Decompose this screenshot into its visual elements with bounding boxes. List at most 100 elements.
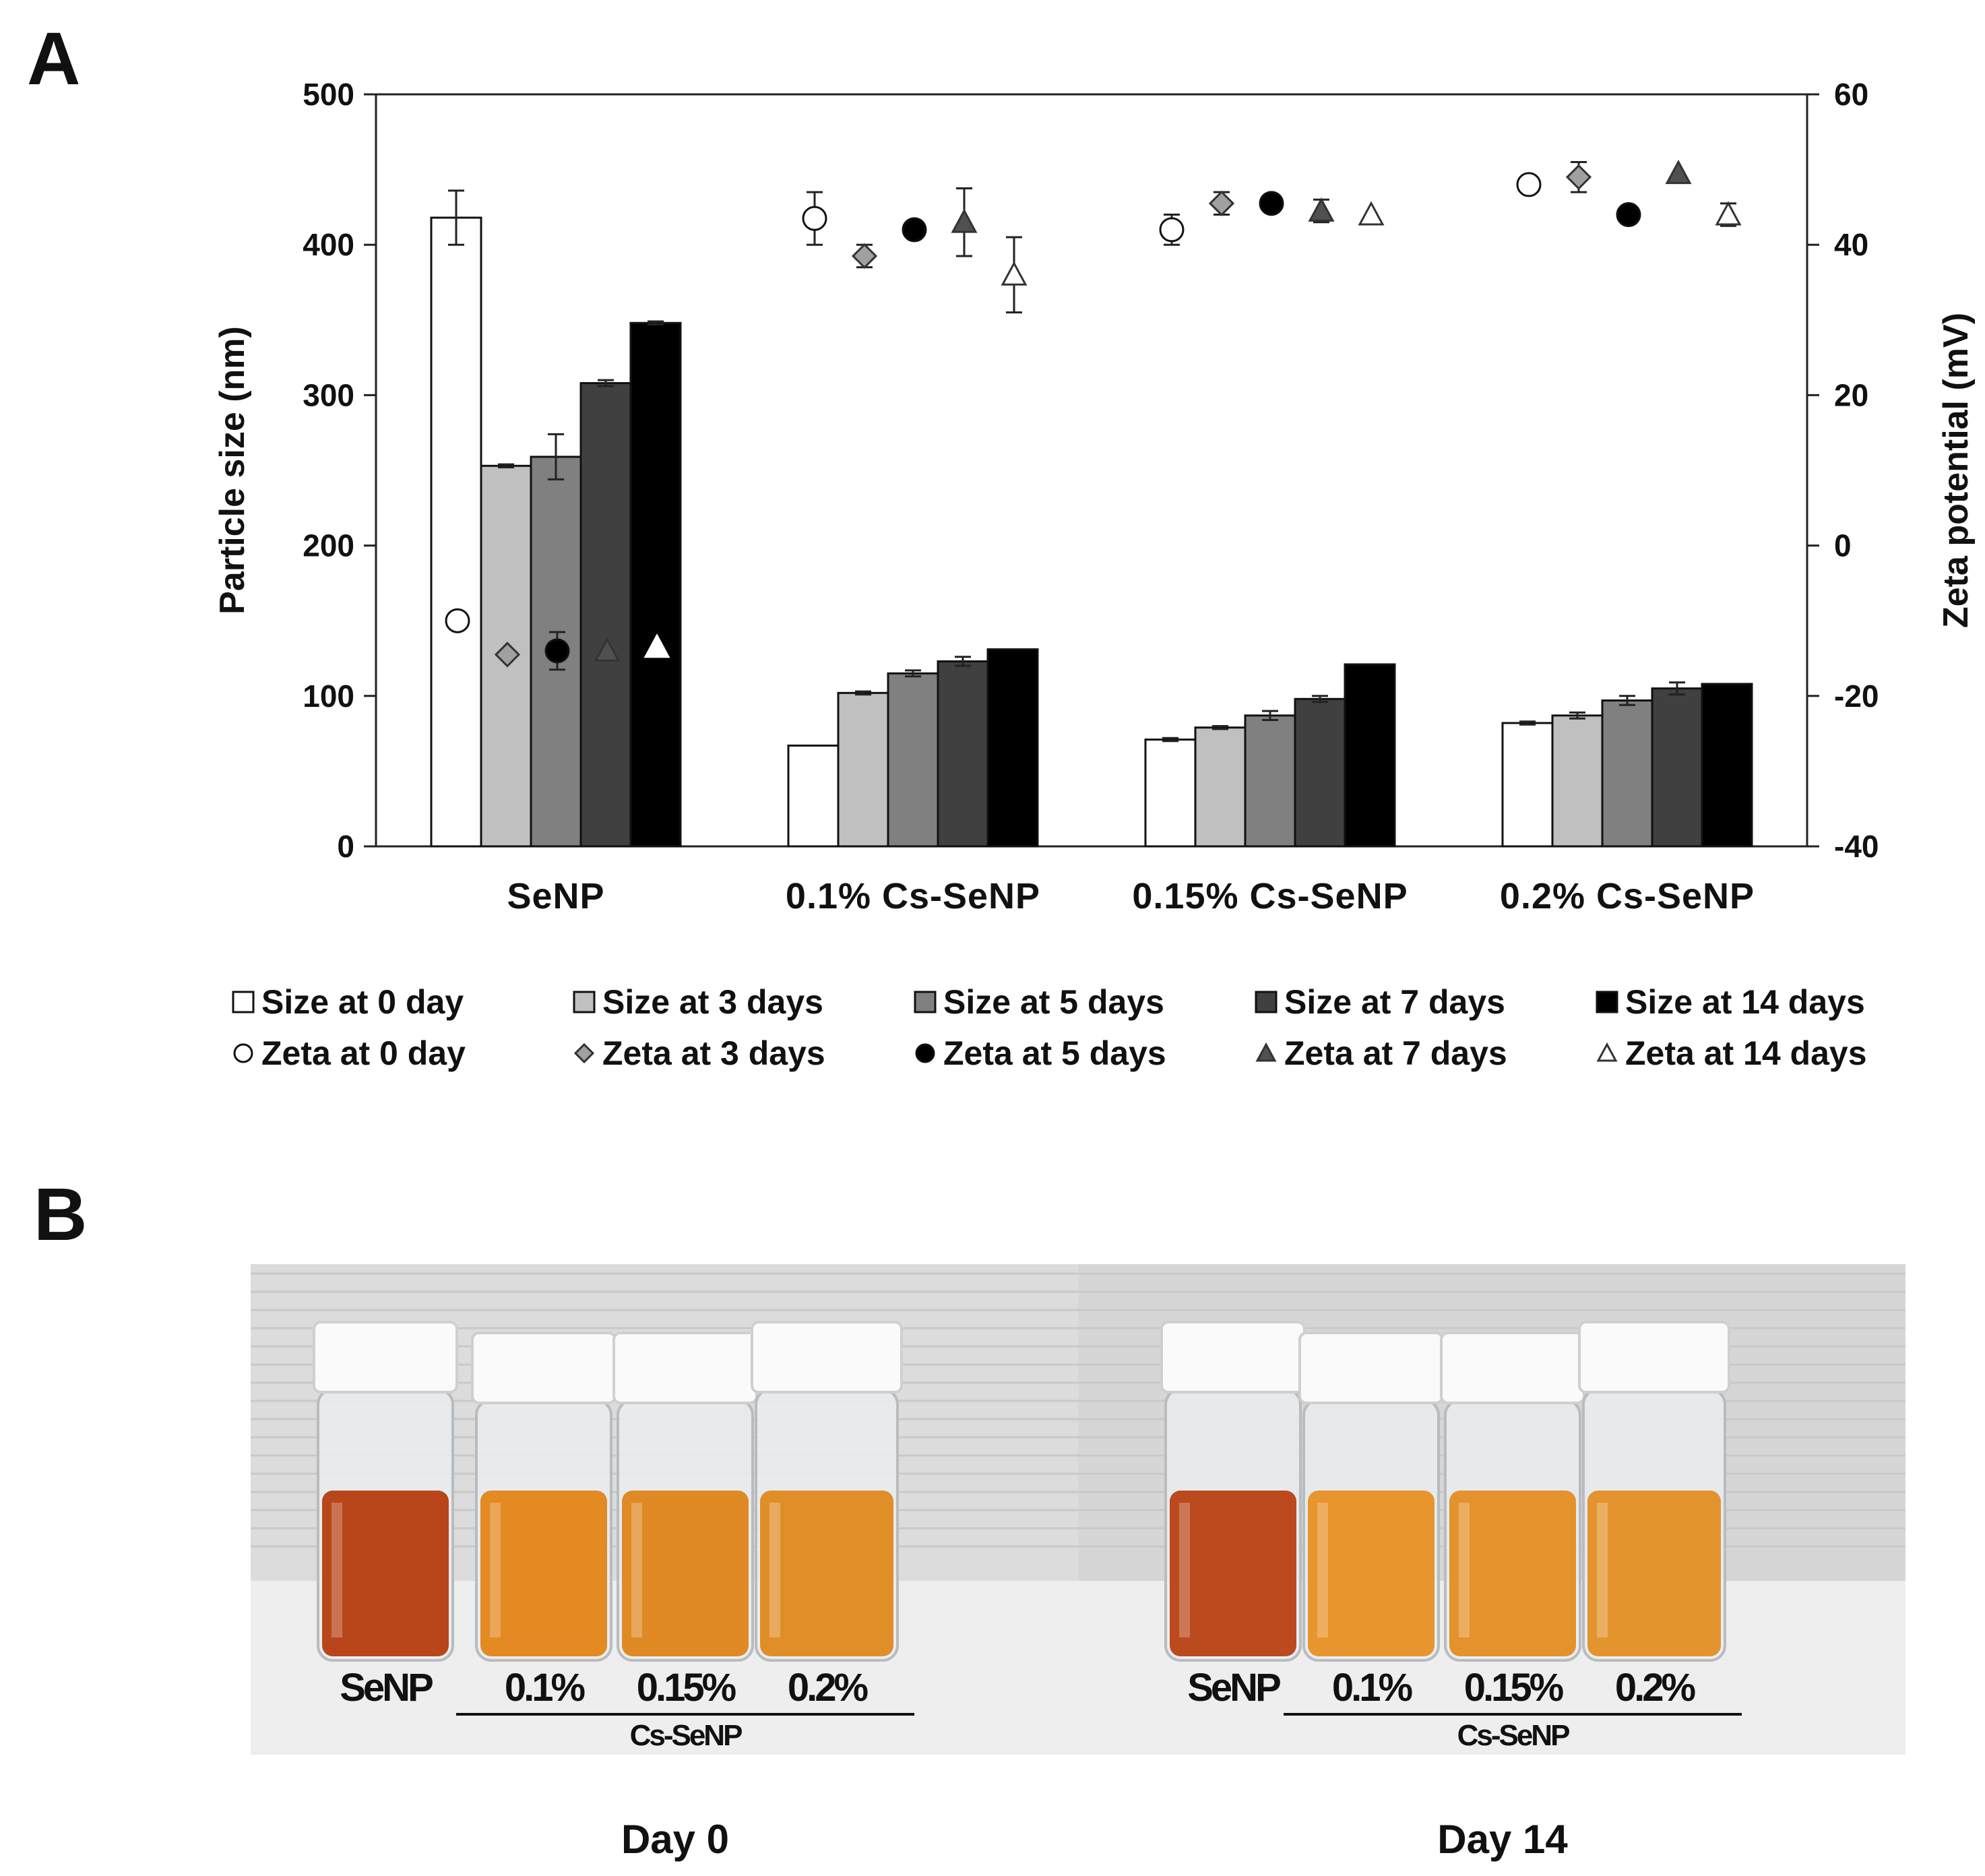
error-bar <box>1519 720 1536 726</box>
error-bar <box>598 379 614 387</box>
bar <box>1294 697 1346 848</box>
zeta-point <box>1001 261 1028 286</box>
zeta-point <box>1308 197 1335 222</box>
error-bar <box>1262 710 1278 722</box>
bar <box>430 216 482 848</box>
vial-liquid <box>1449 1491 1576 1656</box>
legend-label: Zeta at 7 days <box>1284 1034 1507 1072</box>
bar <box>937 660 989 848</box>
vial-liquid <box>1170 1491 1296 1656</box>
zeta-point <box>594 637 621 662</box>
vial-label: 0.2% <box>1615 1666 1696 1710</box>
legend-swatch <box>914 991 937 1013</box>
legend-swatch <box>573 991 596 1013</box>
zeta-point <box>951 208 978 233</box>
vial-cap <box>1298 1332 1444 1404</box>
plot-frame <box>375 93 1808 848</box>
bar <box>1601 699 1653 848</box>
legend-label: Size at 7 days <box>1284 983 1505 1021</box>
left-axis-tick-label: 100 <box>303 679 354 714</box>
left-axis-tick-label: 300 <box>303 377 354 412</box>
zeta-point <box>802 206 827 231</box>
right-axis-tick-label: -20 <box>1834 679 1879 714</box>
legend-marker <box>573 1042 595 1064</box>
zeta-point <box>1616 202 1641 228</box>
bar <box>1244 714 1296 848</box>
vial-highlight <box>1597 1503 1608 1637</box>
vial-label: 0.1% <box>505 1666 586 1710</box>
error-bar <box>1212 724 1228 730</box>
bar <box>579 382 632 848</box>
y-axis-title: Particle size (nm) <box>213 326 252 615</box>
error-bar <box>955 656 971 667</box>
zeta-point <box>494 642 521 668</box>
bar <box>1194 726 1247 848</box>
vial-label: 0.15% <box>637 1666 736 1710</box>
bar <box>787 744 840 848</box>
left-axis-tick-label: 0 <box>337 829 354 864</box>
vial-highlight <box>1459 1503 1470 1637</box>
vial-cap <box>751 1321 903 1394</box>
vial-liquid <box>1587 1491 1721 1656</box>
legend-marker <box>233 1043 253 1063</box>
bar <box>1701 683 1753 848</box>
vial-highlight <box>1179 1503 1190 1637</box>
stability-chart: 0 100 200 300 400 500 -40 -20 0 20 40 60 Particle si… <box>213 77 1976 916</box>
zeta-point <box>1565 164 1592 190</box>
zeta-point <box>1358 201 1385 226</box>
left-axis-tick-label: 400 <box>303 227 354 262</box>
panel-b-letter: B <box>34 1173 87 1256</box>
error-bar <box>855 690 871 696</box>
legend-label: Zeta at 5 days <box>943 1034 1166 1072</box>
zeta-point <box>445 608 470 633</box>
panel-a-letter: A <box>27 18 80 100</box>
legend-swatch <box>1255 991 1278 1013</box>
left-axis-tick-label: 500 <box>303 77 354 112</box>
vial-cap <box>1440 1332 1585 1404</box>
vial-cap <box>313 1321 458 1394</box>
category-label: SeNP <box>507 876 604 916</box>
legend-marker <box>915 1043 935 1063</box>
zeta-point <box>1208 190 1235 216</box>
vial-liquid <box>322 1491 449 1656</box>
right-axis-tick-label: 40 <box>1834 227 1868 262</box>
legend-label: Size at 0 day <box>261 983 464 1021</box>
zeta-point <box>1665 160 1692 185</box>
bar <box>1501 722 1554 848</box>
bar <box>1344 663 1396 848</box>
legend-label: Size at 14 days <box>1625 983 1865 1021</box>
bar <box>837 691 889 848</box>
vial-label: SeNP <box>340 1666 433 1710</box>
error-bar <box>498 463 514 469</box>
photo-panel: SeNP 0.1% 0.15% 0.2% Cs-SeNP Day 0 <box>251 1264 1078 1862</box>
error-bar <box>448 189 464 246</box>
error-bar <box>648 320 664 325</box>
zeta-point <box>544 638 570 664</box>
left-axis-tick-label: 200 <box>303 528 354 563</box>
photo-panel: SeNP 0.1% 0.15% 0.2% Cs-SeNP Day 14 <box>1078 1264 1905 1862</box>
error-bar <box>1619 695 1635 706</box>
chart-legend: Size at 0 day Size at 3 days Size at 5 day… <box>232 983 1867 1072</box>
vial-photographs: SeNP 0.1% 0.15% 0.2% Cs-SeNP Day 0 SeNP 0.1% 0.1… <box>251 1264 1905 1862</box>
legend-label: Size at 5 days <box>943 983 1164 1021</box>
vial-liquid <box>480 1491 607 1656</box>
category-label: 0.15% Cs-SeNP <box>1132 876 1408 916</box>
bar <box>1144 739 1197 848</box>
error-bar <box>1162 737 1178 743</box>
zeta-point <box>902 217 927 243</box>
vial-highlight <box>769 1503 780 1637</box>
zeta-point <box>1159 217 1185 243</box>
vial-highlight <box>1317 1503 1328 1637</box>
vial-liquid <box>622 1491 749 1656</box>
legend-label: Zeta at 3 days <box>602 1034 825 1072</box>
vial-highlight <box>332 1503 342 1637</box>
zeta-point <box>643 633 670 658</box>
error-bar <box>1569 711 1585 720</box>
error-bar <box>905 669 921 678</box>
group-label: Cs-SeNP <box>630 1719 742 1752</box>
vial-liquid <box>1308 1491 1435 1656</box>
bar <box>1651 687 1703 848</box>
vial-liquid <box>760 1491 893 1656</box>
error-bar <box>1669 681 1685 696</box>
